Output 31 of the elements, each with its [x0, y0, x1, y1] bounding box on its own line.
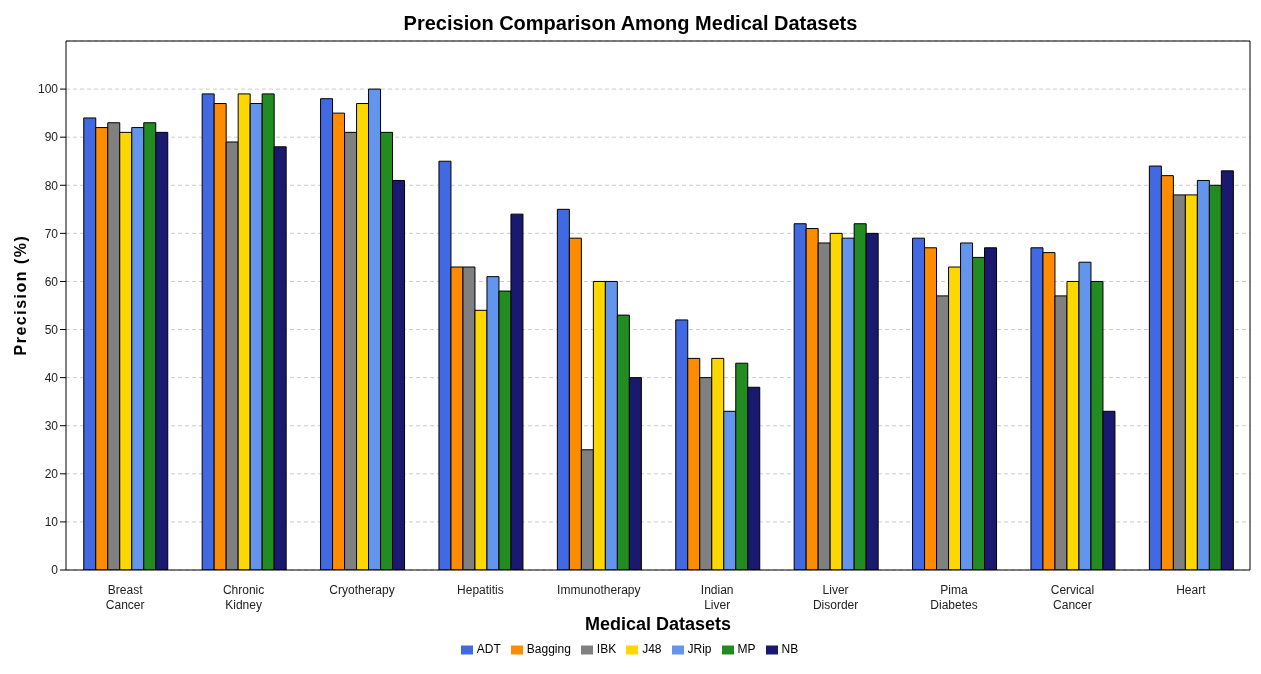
x-axis-title: Medical Datasets: [584, 614, 732, 634]
legend-label: Bagging: [526, 642, 571, 656]
y-tick-label: 50: [44, 322, 59, 337]
y-tick-label: 40: [44, 370, 59, 385]
x-tick-label: Indian Liver: [700, 583, 734, 612]
y-axis-title: Precision (%): [11, 234, 29, 356]
y-tick-label: 30: [44, 418, 59, 433]
x-tick-label: Cervical Cancer: [1050, 583, 1095, 612]
x-tick-label: Immunotherapy: [557, 583, 641, 597]
x-tick-label: Hepatitis: [457, 583, 504, 597]
y-tick-label: 10: [44, 515, 59, 530]
y-tick-label: 20: [44, 467, 59, 482]
x-tick-label: Chronic Kidney: [222, 583, 265, 612]
y-tick-label: 80: [44, 178, 59, 193]
legend-label: NB: [781, 642, 799, 656]
chart-title: Precision Comparison Among Medical Datasets: [402, 11, 859, 36]
legend-label: IBK: [596, 642, 617, 656]
legend-label: ADT: [476, 642, 501, 656]
y-tick-label: 100: [37, 82, 59, 97]
y-tick-label: 70: [44, 226, 59, 241]
x-tick-label: Liver Disorder: [812, 583, 859, 612]
y-tick-label: 90: [44, 130, 59, 145]
x-tick-label: Pima Diabetes: [930, 583, 978, 612]
legend-label: MP: [737, 642, 756, 656]
x-tick-label: Breast Cancer: [105, 583, 145, 612]
legend-label: JRip: [687, 642, 712, 656]
x-tick-label: Heart: [1176, 583, 1207, 597]
y-tick-label: 0: [51, 563, 59, 578]
x-tick-label: Cryotherapy: [329, 583, 395, 597]
y-tick-label: 60: [44, 274, 59, 289]
legend-label: J48: [642, 642, 662, 656]
